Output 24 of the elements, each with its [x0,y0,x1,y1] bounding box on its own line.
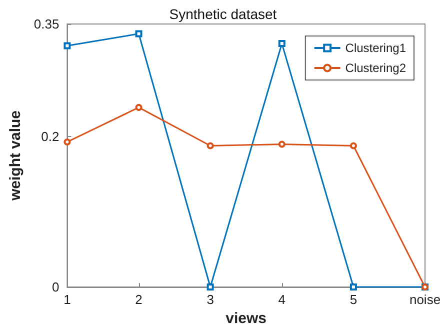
point [278,140,286,148]
y-axis-title: weight value [7,110,24,202]
point [64,42,71,50]
legend-label: Clustering1 [345,41,406,55]
point [135,30,142,38]
x-tick-label: 3 [206,292,214,307]
x-axis-title: views [226,310,267,327]
point [350,284,357,290]
x-tick-label: 5 [350,292,358,307]
point [206,142,214,150]
y-tick-label: 0.2 [41,129,60,144]
y-tick-label: 0.35 [34,16,60,32]
x-tick-label: noise [409,292,441,307]
x-tick-label: 2 [135,292,142,307]
point [350,142,357,150]
legend-label: Clustering2 [345,61,406,75]
x-tick-label: 4 [278,292,286,307]
y-tick-label: 0 [52,280,60,294]
chart-title: Synthetic dataset [169,6,277,22]
point [135,104,142,111]
point [206,284,214,290]
x-tick-label: 1 [64,292,71,307]
point [278,40,286,48]
point [64,138,71,146]
